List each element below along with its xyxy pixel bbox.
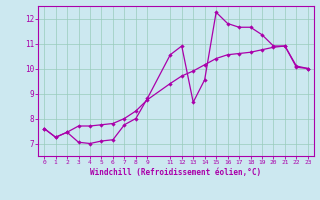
X-axis label: Windchill (Refroidissement éolien,°C): Windchill (Refroidissement éolien,°C) xyxy=(91,168,261,177)
